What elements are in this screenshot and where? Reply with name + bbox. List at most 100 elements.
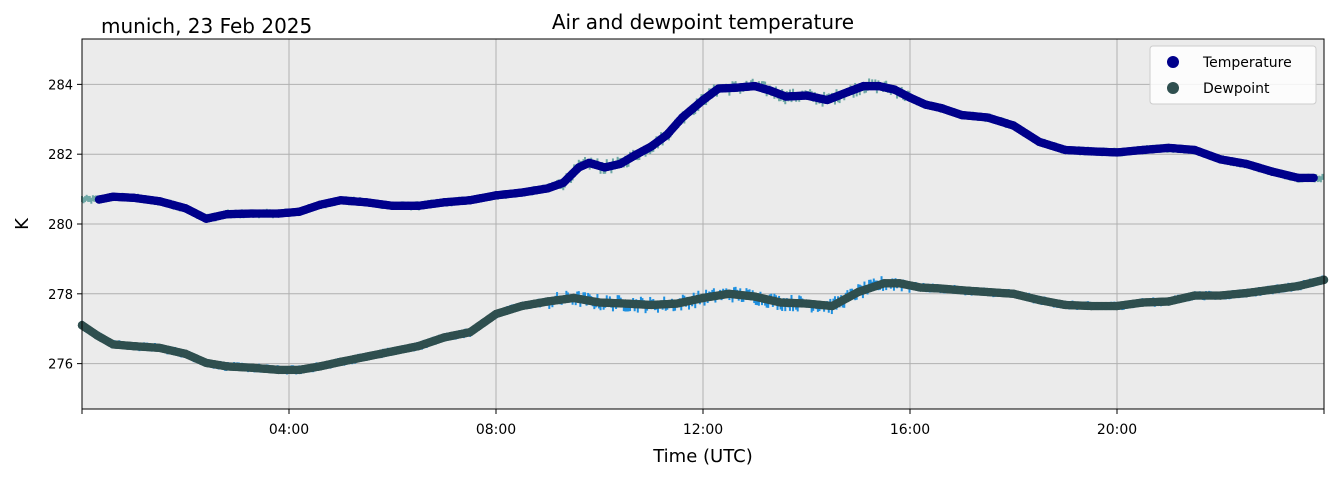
data-point [616,159,625,169]
raw-point [781,305,784,312]
raw-point [694,302,697,309]
data-point [222,362,232,371]
raw-point [93,195,96,202]
data-point [714,84,723,93]
data-point [1009,121,1018,130]
data-point [781,92,790,101]
raw-point [616,295,619,302]
data-point [936,284,946,293]
y-tick-label: 280 [48,218,73,233]
raw-point [869,279,872,286]
raw-point [792,88,795,95]
data-point [414,341,423,351]
data-point [647,300,656,310]
raw-point [764,81,767,88]
raw-point [868,78,871,85]
x-tick-label: 12:00 [683,422,723,438]
data-point [181,349,190,359]
data-point [802,299,811,308]
data-point [1164,143,1173,153]
raw-point [872,278,875,285]
data-point [336,357,345,367]
data-point [1242,159,1251,169]
raw-point [846,290,849,297]
raw-point [548,302,551,309]
raw-point [649,296,652,303]
raw-point [577,159,580,166]
raw-point [88,195,91,202]
raw-point [767,301,770,308]
raw-point [734,286,737,293]
y-axis-title: K [12,217,33,230]
raw-point [703,299,706,306]
raw-point [861,292,864,299]
raw-point [784,305,787,312]
data-point [823,95,832,105]
raw-point [823,91,826,98]
raw-point [680,304,683,311]
data-point [600,163,609,172]
series-temperature [94,81,1318,223]
data-point [315,362,325,371]
raw-point [587,292,590,299]
y-tick-label: 282 [48,148,73,163]
raw-point [892,284,895,291]
data-point [1086,147,1096,156]
data-point [1061,145,1070,155]
y-tick-label: 276 [48,358,73,373]
data-point [936,103,946,113]
raw-point [821,100,824,107]
data-point [874,81,884,91]
raw-point [624,305,627,312]
legend-label-dewpoint: Dewpoint [1203,81,1270,97]
data-point [957,286,966,295]
data-point [93,331,102,340]
y-tick-label: 284 [48,78,73,93]
y-axis: 276 278 280 282 284 [48,78,82,373]
data-point [1112,301,1122,311]
data-point [802,91,811,100]
data-point [222,210,232,219]
data-point [202,214,211,223]
data-point [129,341,138,351]
raw-point [880,276,883,283]
raw-point [577,291,580,298]
raw-point [599,304,602,311]
raw-point [618,295,621,302]
raw-point [610,167,613,174]
data-point [155,197,164,206]
raw-point [579,300,582,307]
data-point [108,192,118,201]
x-tick-label: 20:00 [1097,422,1137,438]
data-point [517,301,527,311]
legend-box [1149,45,1317,105]
raw-point [833,98,836,105]
data-point [362,352,371,361]
raw-point [705,289,708,296]
data-point [1138,298,1148,307]
raw-point [712,288,715,295]
data-point [388,347,397,356]
raw-point [788,304,791,311]
data-point [729,83,739,93]
data-point [181,204,190,213]
data-point [1216,291,1225,300]
data-point [1061,300,1070,310]
data-point [543,297,552,306]
raw-point [87,195,90,202]
data-point [698,293,708,303]
data-point [584,158,594,168]
data-point [1035,137,1044,147]
raw-point [90,197,93,204]
raw-point [852,91,855,98]
raw-point [1319,176,1322,183]
data-point [1268,167,1277,176]
data-point [491,191,501,200]
legend: Temperature Dewpoint [1149,45,1317,105]
raw-point [754,298,757,305]
raw-point [605,295,608,302]
raw-point [681,294,684,301]
data-point [983,287,992,297]
x-axis-title: Time (UTC) [652,446,753,467]
data-point [1035,295,1044,305]
